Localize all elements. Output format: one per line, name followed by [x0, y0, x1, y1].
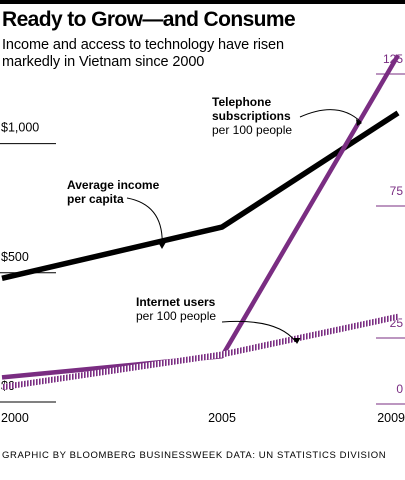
annotation-line: per 100 people — [136, 309, 216, 323]
x-tick-label: 2009 — [377, 411, 405, 425]
source-credit: GRAPHIC BY BLOOMBERG BUSINESSWEEK DATA: … — [2, 450, 387, 461]
left-tick-label: $1,000 — [1, 121, 39, 135]
annotation-line: per capita — [67, 192, 124, 206]
chart-title: Ready to Grow—and Consume — [2, 8, 296, 31]
right-tick-label: 75 — [390, 184, 404, 198]
series-income-pointer-head — [158, 243, 166, 249]
right-tick-label: 0 — [396, 382, 403, 396]
annotation-line: Telephone — [212, 95, 271, 109]
right-tick-label: 125 — [383, 52, 403, 66]
x-tick-label: 2005 — [208, 411, 236, 425]
series-phone-annotation: Telephone subscriptions per 100 people — [212, 95, 292, 137]
x-axis: 2000 2005 2009 — [1, 411, 405, 425]
left-axis: $0$500$1,000 — [0, 121, 56, 403]
series-internet-pointer — [221, 320, 297, 343]
top-rule — [0, 0, 405, 4]
chart-subtitle: Income and access to technology have ris… — [2, 37, 284, 70]
x-tick-label: 2000 — [1, 411, 29, 425]
annotation-line: Internet users — [136, 295, 216, 309]
annotation-line: subscriptions — [212, 109, 291, 123]
annotations: Average income per capita Telephone subscri… — [67, 95, 362, 344]
annotation-line: Average income — [67, 178, 160, 192]
series-phone-pointer-head — [356, 119, 362, 126]
series-phone-pointer — [299, 109, 362, 123]
series-income-annotation: Average income per capita — [67, 178, 160, 206]
series-layer — [1, 54, 400, 391]
series-internet-pointer-head — [293, 338, 301, 344]
series-internet-annotation: Internet users per 100 people — [136, 295, 216, 323]
annotation-line: per 100 people — [212, 123, 292, 137]
series-internet-line — [1, 313, 399, 391]
series-income-pointer — [126, 197, 163, 249]
series-income-line — [1, 110, 400, 281]
left-tick-label: $500 — [1, 250, 29, 264]
